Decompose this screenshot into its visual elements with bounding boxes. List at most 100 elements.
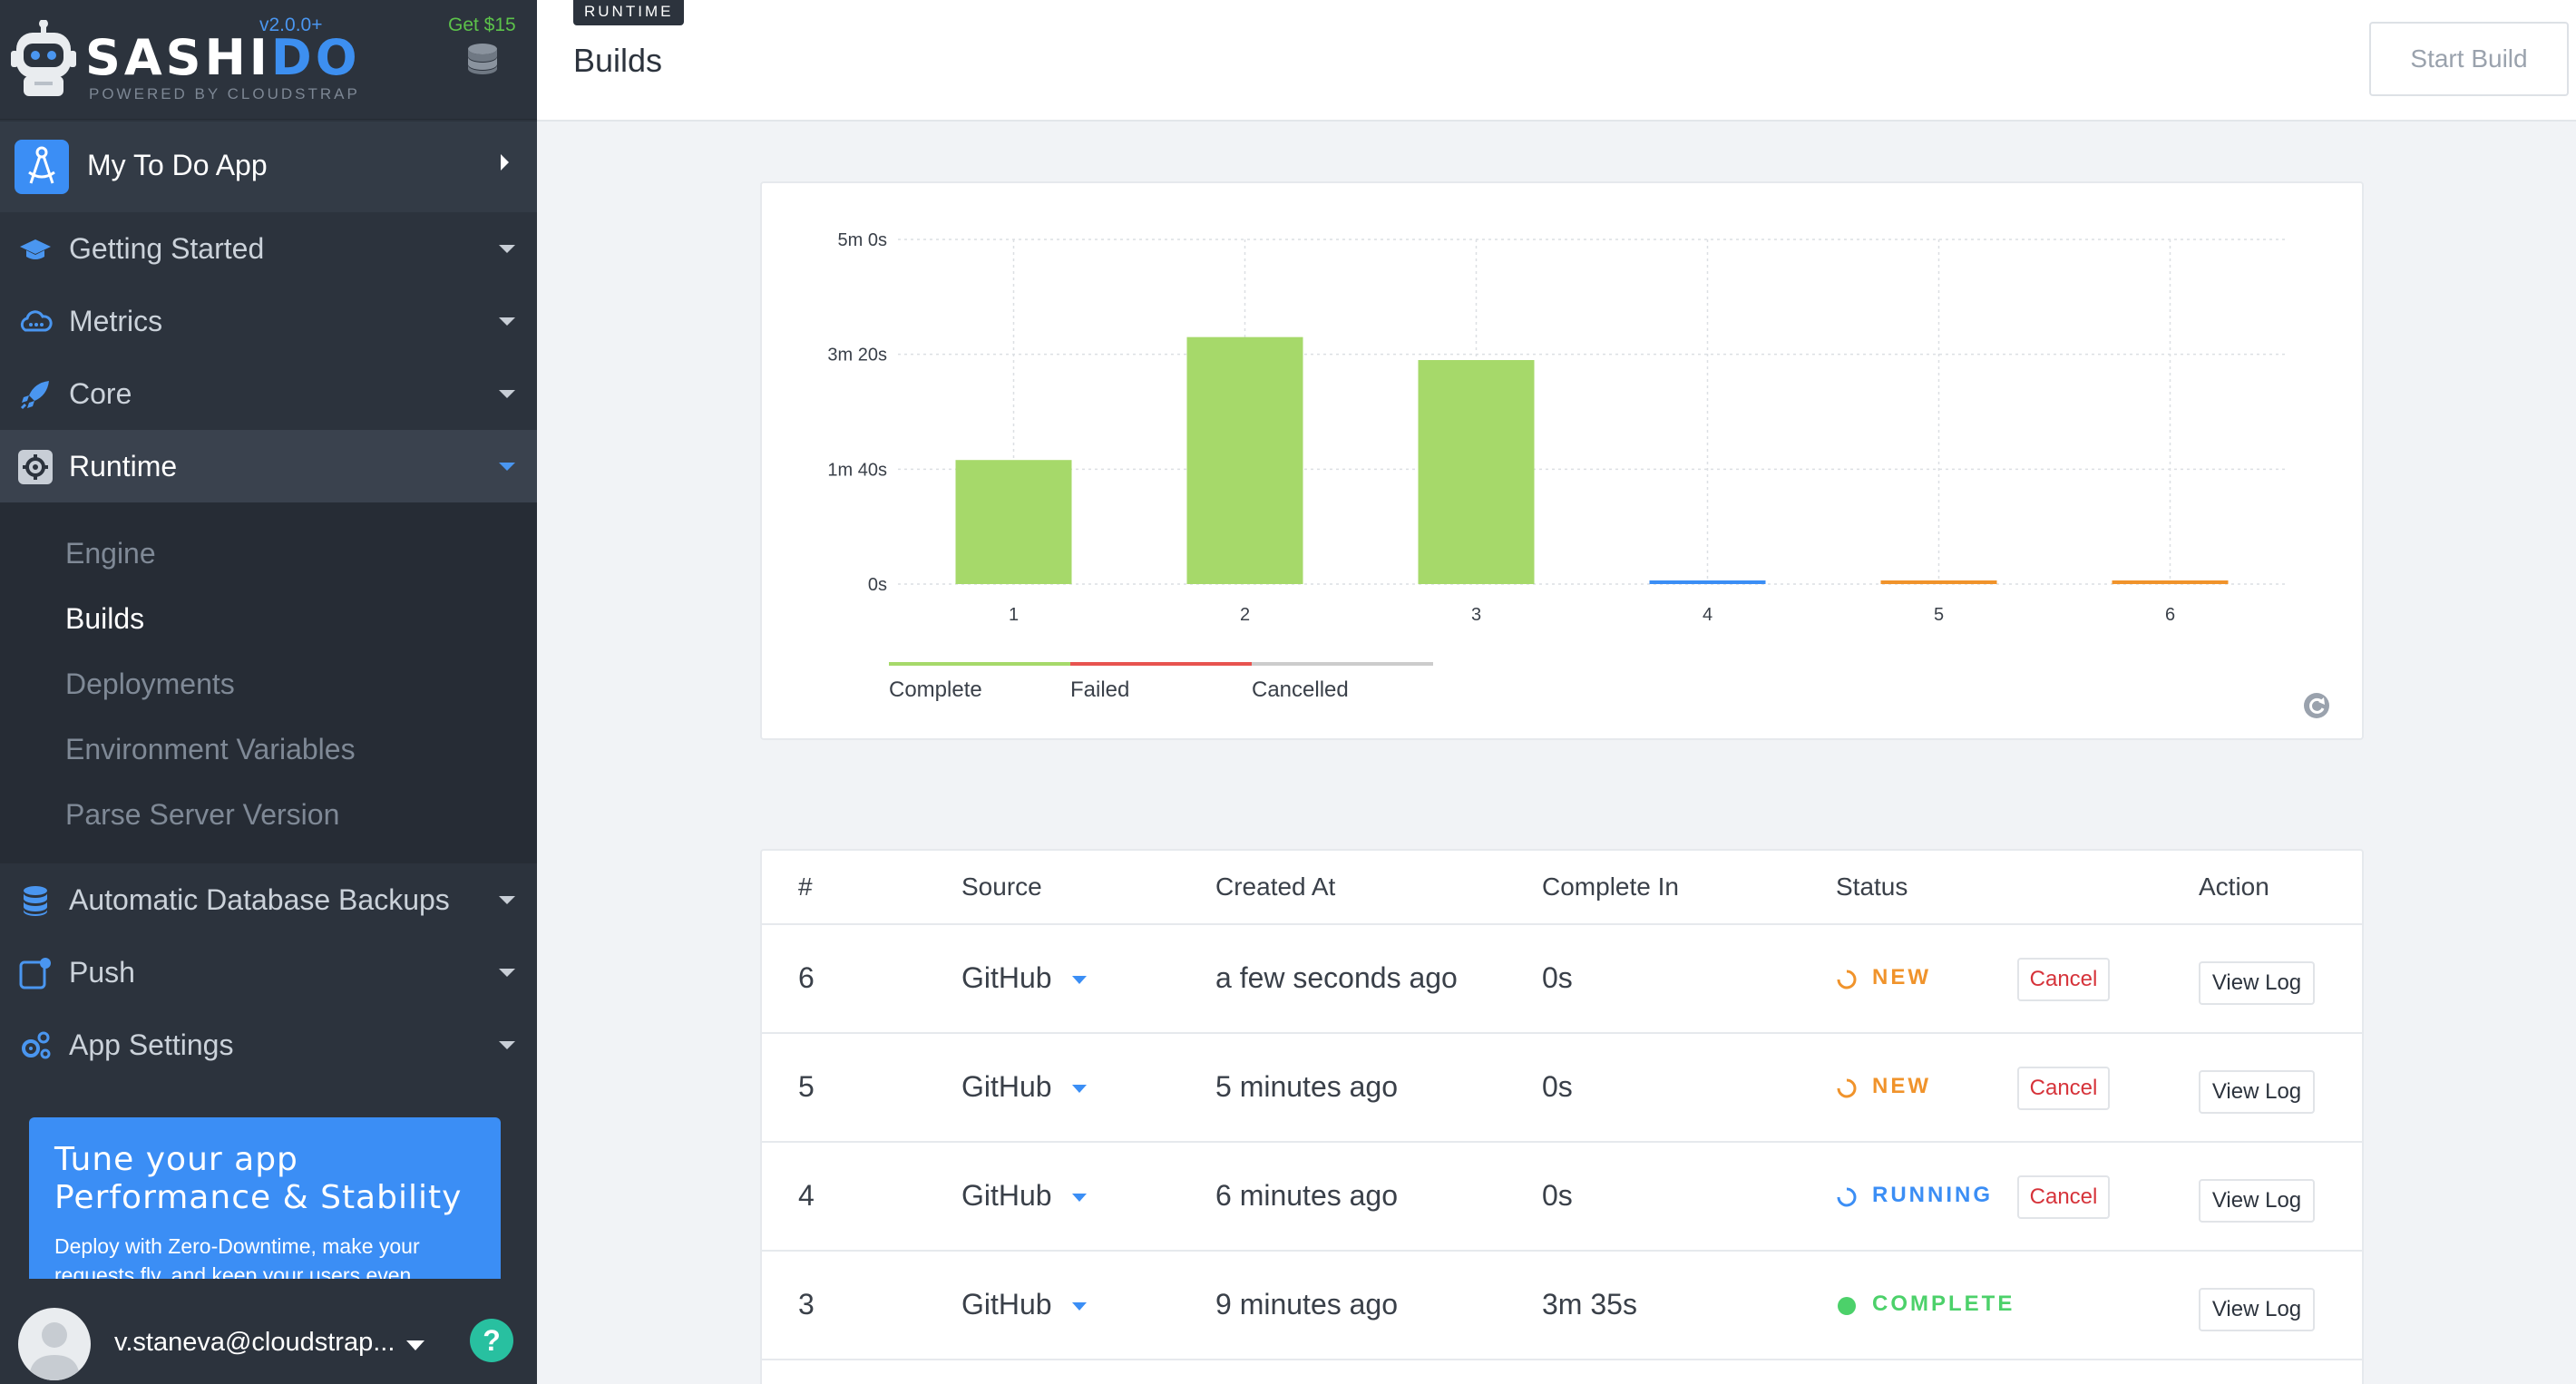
column-header-number: # [798, 872, 813, 901]
y-tick-label: 3m 20s [827, 346, 887, 365]
powered-by: POWERED BY CLOUDSTRAP [89, 85, 360, 102]
graduation-cap-icon [20, 239, 51, 259]
column-header-source: Source [961, 872, 1042, 901]
section-tag: RUNTIME [573, 0, 685, 25]
subnav-deployments[interactable]: Deployments [65, 668, 235, 700]
caret-down-icon[interactable] [1072, 1085, 1087, 1093]
avatar[interactable] [18, 1308, 91, 1380]
nav-label: Automatic Database Backups [69, 883, 450, 916]
view-log-button[interactable]: View Log [2199, 1179, 2315, 1223]
spinner-icon [1837, 1078, 1857, 1098]
get-credit-link[interactable]: Get $15 [448, 15, 516, 35]
brand-header: SASHIDO POWERED BY CLOUDSTRAP v2.0.0+ Ge… [0, 0, 537, 120]
x-tick-label: 4 [1703, 605, 1712, 625]
coins-icon[interactable] [464, 40, 501, 76]
chevron-right-icon [501, 154, 509, 171]
builds-bar-chart: 5m 0s 3m 20s 1m 40s 0s 1 2 3 4 5 6 Complete Failed C… [827, 230, 2286, 702]
build-complete-in: 0s [1542, 1070, 1573, 1103]
subnav-engine[interactable]: Engine [65, 537, 156, 570]
refresh-icon[interactable] [2302, 691, 2331, 720]
caret-down-icon[interactable] [1072, 976, 1087, 984]
legend-label: Failed [1070, 677, 1129, 702]
help-icon[interactable]: ? [470, 1319, 513, 1362]
subnav-parse-server-version[interactable]: Parse Server Version [65, 798, 340, 831]
nav-getting-started[interactable]: Getting Started [0, 212, 537, 285]
cancel-build-button[interactable]: Cancel [2017, 1175, 2110, 1219]
app-selector[interactable]: My To Do App [0, 122, 537, 212]
column-header-created-at: Created At [1215, 872, 1336, 901]
build-source[interactable]: GitHub [961, 1070, 1052, 1103]
cogs-icon [22, 1031, 51, 1059]
legend-swatch [889, 662, 1070, 666]
x-tick-label: 2 [1240, 605, 1250, 625]
page-header: RUNTIME Builds Start Build [537, 0, 2576, 122]
builds-chart-card: 5m 0s 3m 20s 1m 40s 0s 1 2 3 4 5 6 Complete Failed C… [760, 181, 2364, 740]
caret-down-icon [499, 317, 515, 326]
start-build-button[interactable]: Start Build [2369, 22, 2569, 96]
caret-down-icon[interactable] [1072, 1194, 1087, 1202]
chart-bar [1186, 336, 1303, 584]
column-header-status: Status [1836, 872, 1908, 901]
nav-automatic-database-backups[interactable]: Automatic Database Backups [0, 863, 537, 936]
user-email[interactable]: v.staneva@cloudstrap... [114, 1328, 395, 1357]
legend-swatch [1070, 662, 1252, 666]
nav-label: Core [69, 377, 132, 410]
app-compass-icon [15, 140, 69, 194]
view-log-button[interactable]: View Log [2199, 1070, 2315, 1114]
cancel-build-button[interactable]: Cancel [2017, 958, 2110, 1001]
chart-bar [1418, 360, 1535, 584]
table-row: 6 GitHub a few seconds ago 0s NEW Cancel… [762, 925, 2362, 1034]
chart-bar [955, 460, 1072, 584]
runtime-gear-icon [18, 450, 53, 484]
subnav-environment-variables[interactable]: Environment Variables [65, 733, 356, 765]
subnav-builds[interactable]: Builds [65, 602, 145, 635]
caret-down-icon[interactable] [406, 1340, 424, 1350]
user-bar: v.staneva@cloudstrap... ? [0, 1279, 537, 1384]
chart-bar [1880, 580, 1997, 584]
y-tick-label: 5m 0s [838, 230, 887, 250]
build-source[interactable]: GitHub [961, 1179, 1052, 1212]
x-tick-label: 3 [1471, 605, 1481, 625]
x-tick-label: 1 [1009, 605, 1019, 625]
nav-runtime[interactable]: Runtime [0, 430, 537, 502]
column-header-action: Action [2199, 872, 2269, 901]
brand-logo[interactable]: SASHIDO [85, 29, 361, 86]
build-complete-in: 3m 35s [1542, 1288, 1637, 1321]
caret-down-icon [499, 1041, 515, 1049]
nav-label: Push [69, 956, 135, 989]
nav-app-settings[interactable]: App Settings [0, 1009, 537, 1081]
nav-label: Metrics [69, 305, 163, 337]
build-number: 5 [798, 1070, 815, 1103]
cloud-metrics-icon [20, 310, 53, 332]
robot-logo-icon[interactable] [11, 20, 76, 102]
rocket-icon [20, 381, 49, 410]
legend-swatch [1252, 662, 1433, 666]
spinner-icon [1837, 1187, 1857, 1207]
view-log-button[interactable]: View Log [2199, 1288, 2315, 1331]
sidebar: SASHIDO POWERED BY CLOUDSTRAP v2.0.0+ Ge… [0, 0, 537, 1384]
nav-metrics[interactable]: Metrics [0, 285, 537, 357]
build-source[interactable]: GitHub [961, 1288, 1052, 1321]
x-tick-label: 5 [1934, 605, 1944, 625]
build-number: 6 [798, 961, 815, 994]
spinner-icon [1837, 970, 1857, 989]
table-row: 4 GitHub 6 minutes ago 0s RUNNING Cancel… [762, 1143, 2362, 1252]
caret-down-icon[interactable] [1072, 1302, 1087, 1311]
database-icon [24, 886, 47, 916]
build-created-at: a few seconds ago [1215, 961, 1458, 994]
column-header-complete-in: Complete In [1542, 872, 1679, 901]
caret-down-icon [499, 463, 515, 471]
caret-down-icon [499, 245, 515, 253]
version-label: v2.0.0+ [259, 15, 323, 35]
view-log-button[interactable]: View Log [2199, 961, 2315, 1005]
promo-title: Tune your app Performance & Stability [54, 1141, 463, 1216]
app-name: My To Do App [87, 149, 268, 181]
nav-push[interactable]: Push [0, 936, 537, 1009]
status-text: NEW [1872, 965, 1931, 989]
build-number: 4 [798, 1179, 815, 1212]
header-divider [762, 923, 2362, 925]
nav-core[interactable]: Core [0, 357, 537, 430]
legend-label: Complete [889, 677, 982, 702]
build-source[interactable]: GitHub [961, 961, 1052, 994]
cancel-build-button[interactable]: Cancel [2017, 1067, 2110, 1110]
